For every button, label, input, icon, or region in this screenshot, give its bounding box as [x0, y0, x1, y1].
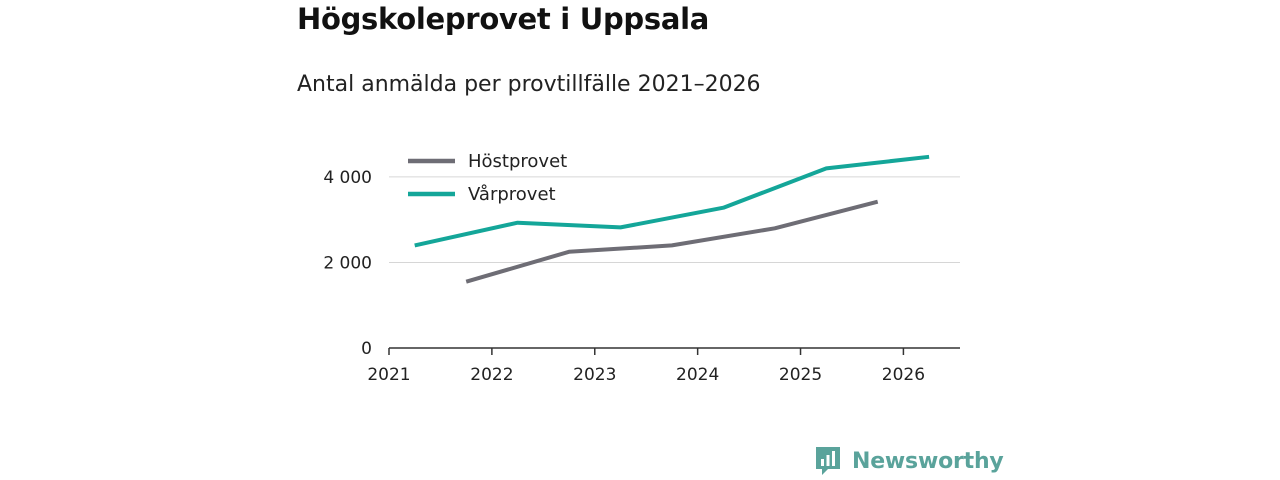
- x-tick-label: 2022: [470, 365, 513, 385]
- legend-label: Vårprovet: [468, 184, 556, 205]
- x-tick-label: 2025: [779, 365, 822, 385]
- legend-label: Höstprovet: [468, 151, 567, 172]
- y-tick-label: 2 000: [323, 253, 372, 273]
- series-line-hostprovet: [465, 199, 879, 284]
- chart-subtitle: Antal anmälda per provtillfälle 2021–202…: [297, 72, 761, 97]
- x-axis: 2021 2022 2023 2024 2025 2026: [367, 347, 960, 385]
- bar-chart-icon: [816, 447, 840, 475]
- brand-logo: Newsworthy: [814, 445, 1004, 477]
- x-tick-label: 2021: [367, 365, 410, 385]
- x-tick-label: 2024: [676, 365, 719, 385]
- chart-title: Högskoleprovet i Uppsala: [297, 2, 710, 36]
- series-line-varprovet: [414, 154, 930, 248]
- y-tick-label: 4 000: [323, 168, 372, 188]
- x-tick-label: 2026: [882, 365, 925, 385]
- y-tick-label: 0: [361, 339, 372, 359]
- gridlines: 0 2 000 4 000: [323, 168, 960, 359]
- x-tick-label: 2023: [573, 365, 616, 385]
- brand-name: Newsworthy: [852, 448, 1004, 474]
- legend: Höstprovet Vårprovet: [408, 151, 567, 205]
- series-lines: [414, 154, 930, 284]
